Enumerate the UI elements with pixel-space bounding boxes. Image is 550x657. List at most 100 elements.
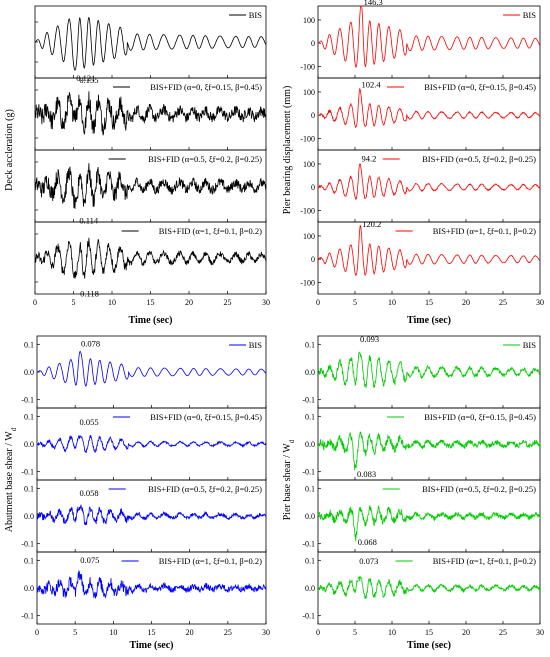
x-tick-label: 15 [425, 298, 433, 307]
series-line [34, 163, 267, 209]
legend-entry: BIS+FID (α=0, ξf=0.15, β=0.45) [150, 82, 262, 92]
series-line [34, 237, 267, 279]
peak-label: 0.078 [81, 338, 100, 348]
series-line [37, 350, 267, 387]
x-tick-label: 25 [224, 628, 232, 637]
legend-entry: BIS [523, 340, 537, 350]
panel-1: -0.1 0.0 0.1 BIS 0.093 [302, 334, 541, 409]
series-line [36, 504, 267, 526]
legend-entry: BIS+FID (α=0.5, ξf=0.2, β=0.25) [148, 484, 262, 494]
y-tick-label: 0 [311, 255, 315, 264]
panel-3: -0.1 0.0 0.1 BIS+FID (α=0.5, ξf=0.2, β=0.25… [21, 479, 267, 553]
panel-3: -100 0 100 BIS+FID (α=0.5, ξf=0.2, β=0.25) 9… [300, 149, 541, 223]
x-tick-label: 5 [353, 298, 357, 307]
x-axis-label: Time (sec) [129, 315, 173, 326]
peak-label: 0.114 [79, 215, 99, 225]
peak-label: 0.068 [358, 537, 377, 547]
legend-entry: BIS+FID (α=0.5, ξf=0.2, β=0.25) [422, 484, 536, 494]
y-tick-label: -0.1 [302, 540, 315, 549]
x-tick-label: 15 [425, 628, 433, 637]
y-tick-label: -0.1 [302, 612, 315, 621]
legend-entry: BIS+FID (α=1, ξf=0.1, β=0.2) [433, 226, 536, 236]
x-tick-label: 0 [35, 628, 39, 637]
legend-entry: BIS [249, 340, 263, 350]
legend-entry: BIS+FID (α=0, ξf=0.15, β=0.45) [424, 82, 536, 92]
x-tick-label: 25 [499, 298, 507, 307]
legend-entry: BIS+FID (α=0, ξf=0.15, β=0.45) [424, 412, 536, 422]
x-tick-label: 0 [316, 298, 320, 307]
y-axis-label: Abutment base shear / Wd [4, 427, 18, 532]
legend-entry: BIS [249, 10, 263, 20]
y-tick-label: 0.0 [305, 368, 315, 377]
series-line [34, 16, 267, 71]
x-tick-label: 15 [147, 298, 155, 307]
y-tick-label: -100 [300, 278, 315, 287]
y-tick-label: 0.1 [305, 556, 315, 565]
panel-1: BIS 0.155 [34, 5, 267, 85]
panel-4: -0.1 0.0 0.1 BIS+FID (α=1, ξf=0.1, β=0.2) 0.… [21, 551, 267, 625]
legend-entry: BIS+FID (α=1, ξf=0.1, β=0.2) [159, 556, 262, 566]
peak-label: 0.058 [79, 488, 98, 498]
x-axis-label: Time (sec) [407, 315, 451, 326]
panel-4: BIS+FID (α=1, ξf=0.1, β=0.2) 0.118 [34, 221, 267, 298]
x-tick-label: 25 [499, 628, 507, 637]
y-tick-label: 0.1 [305, 340, 315, 349]
x-tick-label: 20 [185, 298, 193, 307]
panel-2: BIS+FID (α=0, ξf=0.15, β=0.45) 0.121 [34, 73, 267, 151]
x-tick-label: 30 [262, 298, 270, 307]
x-tick-label: 0 [316, 628, 320, 637]
x-axis-label: Time (sec) [130, 640, 174, 651]
x-tick-label: 30 [536, 628, 544, 637]
series-line [317, 351, 541, 389]
peak-label: 0.073 [359, 556, 378, 566]
peak-label: 0.055 [79, 417, 98, 427]
series-line [34, 91, 267, 136]
chart-top-left: BIS 0.155 BIS+FID (α=0, ξf=0.15, β=0.45) 0.… [4, 5, 270, 326]
y-tick-label: -100 [300, 62, 315, 71]
series-line [36, 435, 267, 453]
x-tick-label: 5 [73, 628, 77, 637]
panel-frame [34, 5, 267, 79]
panel-3: BIS+FID (α=0.5, ξf=0.2, β=0.25) 0.114 [34, 149, 267, 225]
x-tick-label: 10 [388, 298, 396, 307]
x-tick-label: 25 [224, 298, 232, 307]
peak-label: 0.075 [80, 555, 99, 565]
series-line [317, 5, 541, 68]
peak-label: 94.2 [361, 153, 376, 163]
peak-label: 102.4 [361, 79, 381, 89]
x-tick-label: 20 [462, 298, 470, 307]
series-line [36, 569, 267, 599]
y-tick-label: 0.0 [24, 584, 34, 593]
y-tick-label: 0.0 [24, 512, 34, 521]
series-line [317, 224, 541, 276]
series-line [317, 431, 541, 471]
peak-label: 0.155 [79, 75, 98, 85]
x-tick-label: 30 [262, 628, 270, 637]
panel-1: -0.1 0.0 0.1 BIS 0.078 [21, 335, 267, 409]
y-tick-label: -0.1 [21, 612, 34, 621]
x-tick-label: 30 [536, 298, 544, 307]
y-tick-label: 0.1 [305, 484, 315, 493]
series-line [317, 163, 541, 200]
y-tick-label: -0.1 [21, 396, 34, 405]
y-tick-label: 0 [311, 183, 315, 192]
panel-2: -100 0 100 BIS+FID (α=0, ξf=0.15, β=0.45) 10… [300, 77, 541, 151]
x-tick-label: 5 [353, 628, 357, 637]
y-axis-label-subscript: d [10, 427, 18, 431]
panel-3: -0.1 0.0 0.1 BIS+FID (α=0.5, ξf=0.2, β=0.25… [302, 479, 541, 553]
x-tick-label: 10 [108, 298, 116, 307]
y-tick-label: 0.1 [24, 556, 34, 565]
panel-4: -0.1 0.0 0.1 BIS+FID (α=1, ξf=0.1, β=0.2) 0.… [302, 551, 541, 625]
legend-entry: BIS+FID (α=1, ξf=0.1, β=0.2) [159, 226, 262, 236]
peak-label: 0.093 [360, 334, 379, 344]
x-axis-label: Time (sec) [407, 640, 451, 651]
series-line [317, 576, 541, 600]
peak-label: 0.083 [357, 469, 376, 479]
x-tick-label: 20 [186, 628, 194, 637]
peak-label: 0.121 [76, 73, 95, 83]
y-tick-label: -100 [300, 206, 315, 215]
panel-2: -0.1 0.0 0.1 BIS+FID (α=0, ξf=0.15, β=0.45)… [21, 407, 267, 481]
y-tick-label: 0.1 [24, 484, 34, 493]
